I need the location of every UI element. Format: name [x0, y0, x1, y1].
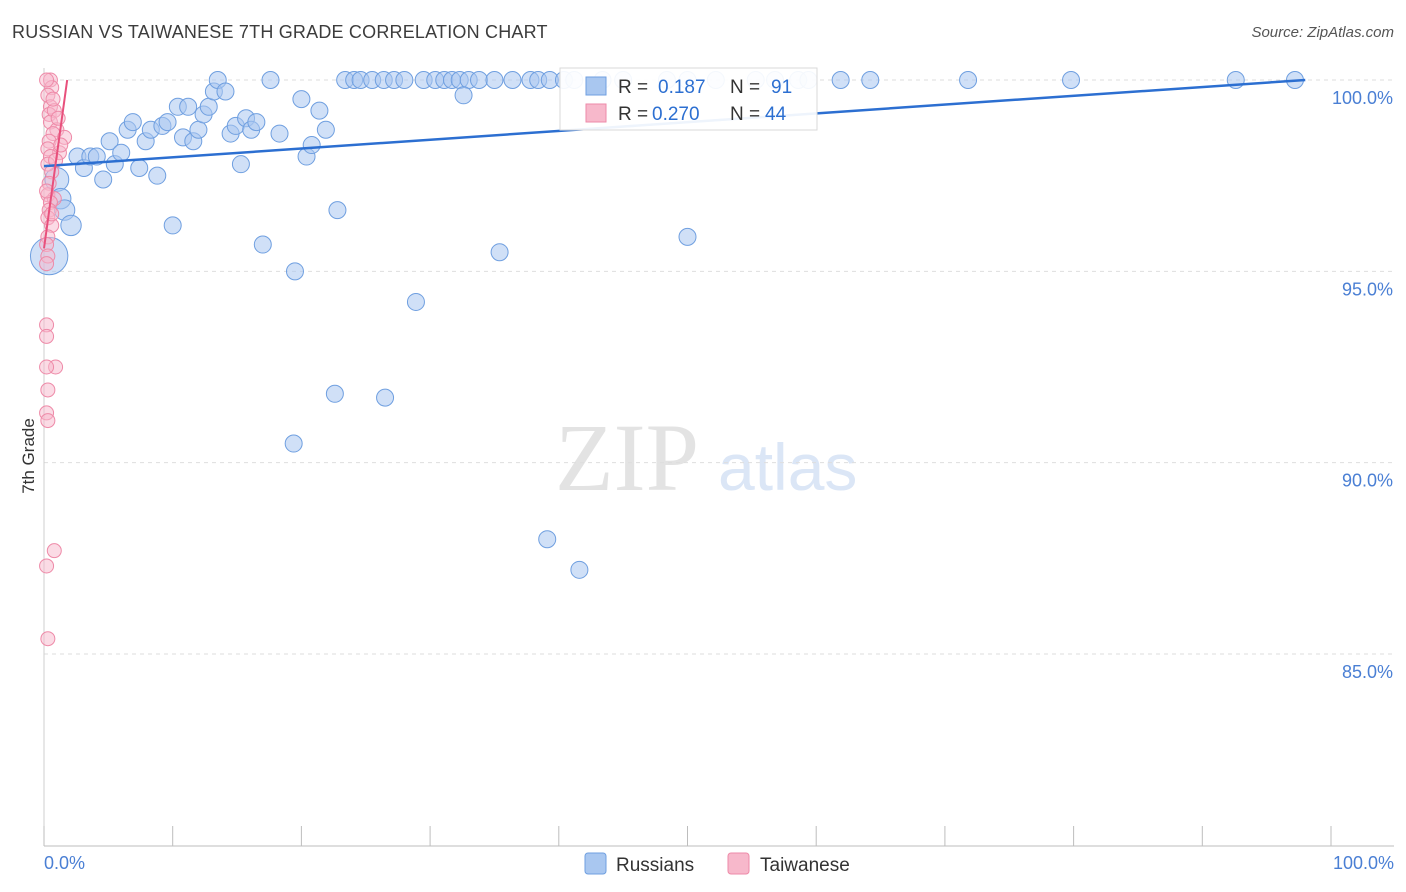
point-russians-24 — [179, 97, 198, 116]
point-russians-90 — [538, 530, 557, 549]
stats-r-label-taiwanese: R = — [618, 104, 648, 125]
point-russians-26 — [189, 120, 208, 139]
stats-r-value-russians: 0.187 — [658, 77, 706, 98]
point-russians-46 — [316, 120, 335, 139]
stats-swatch-taiwanese — [585, 103, 607, 123]
point-russians-20 — [158, 113, 177, 132]
point-russians-10 — [100, 132, 119, 151]
y-tick-label-3: 85.0% — [1342, 662, 1393, 682]
point-russians-89 — [284, 434, 303, 453]
stats-n-label-russians: N = — [730, 77, 760, 98]
legend-label-russians[interactable]: Russians — [616, 855, 694, 876]
legend-label-taiwanese[interactable]: Taiwanese — [760, 855, 850, 876]
point-russians-21 — [163, 216, 182, 235]
point-russians-87 — [325, 384, 344, 403]
stats-r-value-taiwanese: 0.270 — [652, 104, 700, 125]
point-taiwanese-35 — [39, 558, 55, 574]
point-taiwanese-38 — [39, 72, 55, 88]
point-russians-92 — [678, 227, 697, 246]
point-russians-14 — [123, 113, 142, 132]
point-russians-63 — [470, 71, 489, 89]
point-taiwanese-39 — [45, 91, 61, 107]
point-russians-4 — [60, 214, 82, 237]
point-taiwanese-34 — [46, 543, 62, 559]
point-taiwanese-28 — [39, 328, 55, 344]
stats-swatch-russians — [585, 76, 607, 96]
y-tick-label-1: 95.0% — [1342, 279, 1393, 299]
point-russians-8 — [87, 147, 106, 166]
point-russians-65 — [490, 243, 509, 262]
x-tick-label-left: 0.0% — [44, 853, 85, 873]
point-taiwanese-33 — [40, 413, 56, 429]
point-taiwanese-40 — [53, 137, 69, 153]
point-russians-64 — [485, 71, 504, 89]
stats-n-label-taiwanese: N = — [730, 104, 760, 125]
watermark-zip: ZIP — [555, 404, 699, 511]
point-russians-84 — [1062, 71, 1081, 89]
point-russians-15 — [130, 159, 149, 178]
point-russians-41 — [285, 262, 304, 281]
point-taiwanese-43 — [44, 206, 60, 222]
point-russians-81 — [831, 71, 850, 89]
point-russians-44 — [302, 136, 321, 155]
point-russians-39 — [261, 71, 280, 89]
point-russians-40 — [270, 124, 289, 143]
point-russians-37 — [247, 113, 266, 132]
y-axis-labels: 100.0% 95.0% 90.0% 85.0% — [1332, 88, 1393, 682]
point-taiwanese-31 — [40, 382, 56, 398]
legend-swatch-taiwanese[interactable] — [727, 852, 750, 875]
x-tick-label-right: 100.0% — [1333, 853, 1394, 873]
point-russians-66 — [503, 71, 522, 89]
point-russians-18 — [148, 166, 167, 185]
legend-swatch-russians[interactable] — [584, 852, 607, 875]
bottom-legend: Russians Taiwanese — [584, 852, 850, 876]
point-russians-45 — [310, 101, 329, 120]
point-taiwanese-42 — [39, 183, 55, 199]
stats-r-label-russians: R = — [618, 77, 648, 98]
point-russians-28 — [199, 97, 218, 116]
x-axis-ticks — [43, 826, 1332, 846]
y-tick-label-0: 100.0% — [1332, 88, 1393, 108]
chart-title: RUSSIAN VS TAIWANESE 7TH GRADE CORRELATI… — [12, 22, 548, 42]
point-russians-91 — [570, 560, 589, 579]
point-russians-34 — [231, 155, 250, 174]
point-taiwanese-36 — [40, 631, 56, 647]
point-russians-9 — [94, 170, 113, 189]
point-russians-55 — [406, 292, 425, 311]
point-russians-88 — [376, 388, 395, 407]
y-axis-title: 7th Grade — [19, 418, 38, 494]
trend-line-taiwanese — [43, 79, 69, 249]
point-taiwanese-30 — [39, 359, 55, 375]
watermark-atlas: atlas — [718, 430, 857, 504]
y-tick-label-2: 90.0% — [1342, 471, 1393, 491]
point-russians-62 — [454, 86, 473, 105]
point-taiwanese-26 — [39, 256, 55, 272]
point-russians-12 — [112, 143, 131, 162]
stats-legend: R = 0.187 N = 91 R = 0.270 N = 44 — [559, 67, 818, 131]
point-russians-82 — [861, 71, 880, 89]
watermark: ZIP atlas — [555, 404, 857, 511]
source-label: Source: ZipAtlas.com — [1251, 24, 1394, 41]
point-russians-31 — [216, 82, 235, 101]
point-russians-42 — [292, 90, 311, 109]
stats-n-value-russians: 91 — [771, 77, 792, 98]
point-russians-38 — [253, 235, 272, 254]
stats-n-value-taiwanese: 44 — [765, 104, 787, 125]
point-russians-83 — [959, 71, 978, 89]
point-russians-54 — [395, 71, 414, 89]
point-russians-47 — [328, 201, 347, 220]
